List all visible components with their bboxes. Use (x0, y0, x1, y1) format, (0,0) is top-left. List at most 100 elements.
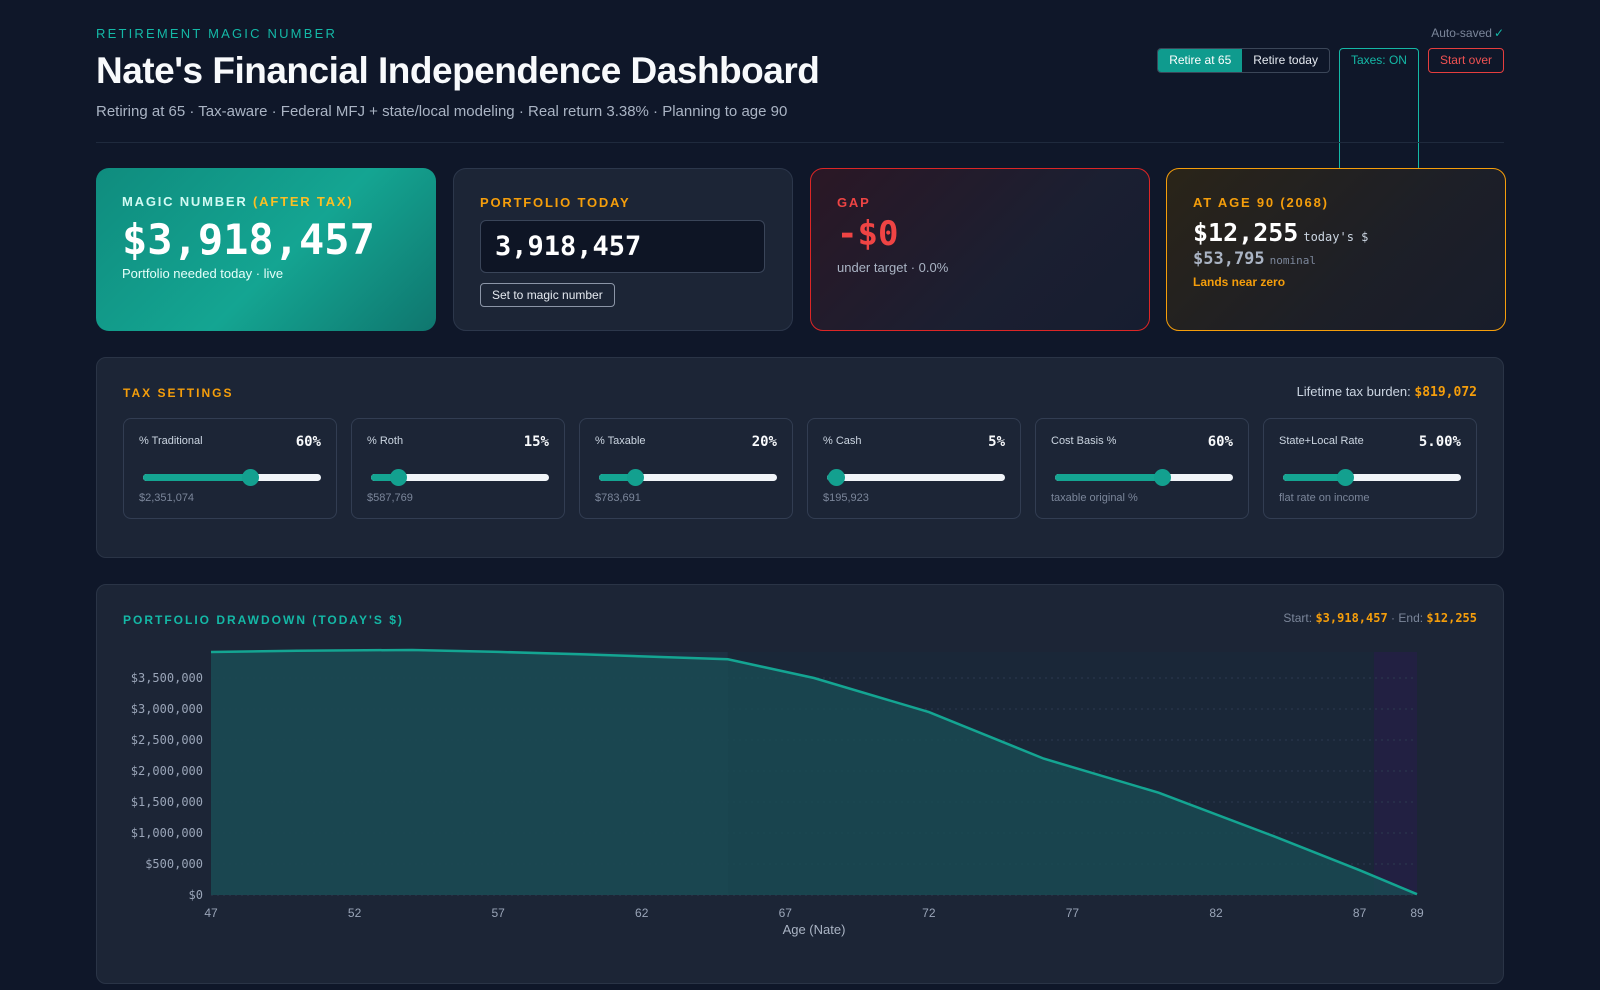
slider-hint: $2,351,074 (139, 492, 195, 504)
retire-mode-toggle: Retire at 65 Retire today (1157, 48, 1330, 73)
drawdown-line (210, 648, 1418, 896)
y-tick-label: $2,000,000 (131, 764, 203, 778)
eyebrow-label: RETIREMENT MAGIC NUMBER (96, 26, 338, 41)
autosave-label: Auto-saved (1431, 26, 1492, 40)
end-label: End: (1398, 611, 1424, 625)
slider-label: % Cash (823, 435, 862, 447)
tax-sliders: % Traditional 60% $2,351,074 % Roth 15% … (123, 418, 1477, 519)
y-tick-label: $500,000 (145, 857, 203, 871)
x-tick-label: 82 (1209, 906, 1223, 920)
magic-number-card: MAGIC NUMBER (AFTER TAX) $3,918,457 Port… (96, 168, 436, 331)
gap-label: GAP (837, 195, 871, 210)
late-age-region (1373, 652, 1417, 895)
set-to-magic-number-button[interactable]: Set to magic number (480, 283, 615, 307)
retire-today-option[interactable]: Retire today (1253, 53, 1318, 67)
page-subtitle: Retiring at 65 · Tax-aware · Federal MFJ… (96, 103, 788, 120)
x-tick-label: 89 (1410, 906, 1424, 920)
portfolio-drawdown-panel: PORTFOLIO DRAWDOWN (TODAY'S $) Start: $3… (96, 584, 1504, 984)
slider-hint: $587,769 (367, 492, 413, 504)
slider-thumb[interactable] (626, 469, 644, 486)
traditional-slider[interactable] (143, 469, 321, 486)
magic-number-value: $3,918,457 (122, 215, 375, 264)
y-tick-label: $1,500,000 (131, 795, 203, 809)
gap-sub: under target · 0.0% (837, 260, 949, 275)
drawdown-title: PORTFOLIO DRAWDOWN (TODAY'S $) (123, 613, 404, 627)
slider-value: 15% (523, 434, 549, 450)
portfolio-today-label: PORTFOLIO TODAY (480, 195, 631, 210)
check-icon: ✓ (1493, 26, 1504, 40)
portfolio-input[interactable]: 3,918,457 (480, 220, 765, 273)
gap-card: GAP -$0 under target · 0.0% (810, 168, 1150, 331)
lifetime-tax-burden: Lifetime tax burden: $819,072 (1297, 384, 1477, 400)
slider-card-traditional: % Traditional 60% $2,351,074 (123, 418, 337, 519)
x-tick-label: 77 (1066, 906, 1080, 920)
cash-slider[interactable] (827, 469, 1005, 486)
state-local-rate-slider[interactable] (1283, 469, 1461, 486)
separator: · (1391, 611, 1396, 625)
tax-settings-title: TAX SETTINGS (123, 386, 234, 400)
slider-fill (599, 474, 635, 481)
slider-value: 60% (295, 434, 321, 450)
age-90-nominal-unit: nominal (1269, 254, 1317, 267)
end-value: $12,255 (1426, 611, 1477, 625)
gap-value: -$0 (837, 214, 899, 254)
slider-value: 60% (1207, 434, 1233, 450)
slider-thumb[interactable] (241, 469, 259, 486)
slider-hint: $195,923 (823, 492, 869, 504)
x-tick-label: 57 (491, 906, 505, 920)
slider-thumb[interactable] (1153, 469, 1171, 486)
magic-number-label: MAGIC NUMBER (AFTER TAX) (122, 194, 410, 209)
slider-value: 5% (988, 434, 1005, 450)
slider-hint: taxable original % (1051, 492, 1138, 504)
x-tick-label: 52 (348, 906, 362, 920)
slider-card-roth: % Roth 15% $587,769 (351, 418, 565, 519)
slider-label: % Taxable (595, 435, 646, 447)
slider-thumb[interactable] (827, 469, 845, 486)
y-tick-label: $3,000,000 (131, 702, 203, 716)
header-controls: Retire at 65 Retire today Taxes: ON Star… (1157, 48, 1504, 249)
slider-label: Cost Basis % (1051, 435, 1117, 447)
cost-basis-slider[interactable] (1055, 469, 1233, 486)
roth-slider[interactable] (371, 469, 549, 486)
slider-label: State+Local Rate (1279, 435, 1364, 447)
x-tick-label: 67 (779, 906, 793, 920)
x-tick-label: 62 (635, 906, 649, 920)
header-divider (96, 142, 1504, 143)
drawdown-start-end: Start: $3,918,457 · End: $12,255 (1283, 611, 1477, 625)
autosave-status: Auto-saved ✓ (1431, 26, 1504, 40)
x-tick-label: 72 (922, 906, 936, 920)
slider-card-taxable: % Taxable 20% $783,691 (579, 418, 793, 519)
slider-thumb[interactable] (389, 469, 407, 486)
start-over-button[interactable]: Start over (1427, 48, 1504, 73)
slider-fill (143, 474, 250, 481)
drawdown-chart[interactable]: $0 $500,000 $1,000,000 $1,500,000 $2,000,000… (97, 635, 1505, 980)
after-tax-label: (AFTER TAX) (253, 194, 354, 209)
slider-card-cost-basis: Cost Basis % 60% taxable original % (1035, 418, 1249, 519)
age-90-note: Lands near zero (1193, 275, 1286, 289)
lifetime-tax-burden-value: $819,072 (1414, 385, 1477, 400)
retire-at-65-option[interactable]: Retire at 65 (1158, 49, 1243, 72)
drawdown-area (211, 650, 1417, 895)
slider-value: 5.00% (1418, 434, 1461, 450)
slider-value: 20% (751, 434, 777, 450)
magic-number-label-text: MAGIC NUMBER (122, 194, 248, 209)
age-90-nominal-value: $53,795 (1193, 249, 1265, 269)
x-tick-label: 47 (204, 906, 218, 920)
slider-card-cash: % Cash 5% $195,923 (807, 418, 1021, 519)
lifetime-tax-burden-label: Lifetime tax burden: (1296, 384, 1411, 399)
page-title: Nate's Financial Independence Dashboard (96, 50, 820, 91)
age-90-today-value: $12,255 (1193, 218, 1299, 247)
slider-hint: flat rate on income (1279, 492, 1370, 504)
y-tick-label: $2,500,000 (131, 733, 203, 747)
age-90-label: AT AGE 90 (2068) (1193, 195, 1329, 210)
x-tick-label: 87 (1353, 906, 1367, 920)
portfolio-today-card: PORTFOLIO TODAY 3,918,457 Set to magic n… (453, 168, 793, 331)
y-tick-label: $1,000,000 (131, 826, 203, 840)
slider-thumb[interactable] (1337, 469, 1355, 486)
taxable-slider[interactable] (599, 469, 777, 486)
age-90-today-unit: today's $ (1303, 230, 1369, 244)
y-tick-label: $3,500,000 (131, 671, 203, 685)
x-axis-label: Age (Nate) (783, 922, 846, 937)
tax-settings-panel: TAX SETTINGS Lifetime tax burden: $819,0… (96, 357, 1504, 558)
slider-label: % Traditional (139, 435, 203, 447)
